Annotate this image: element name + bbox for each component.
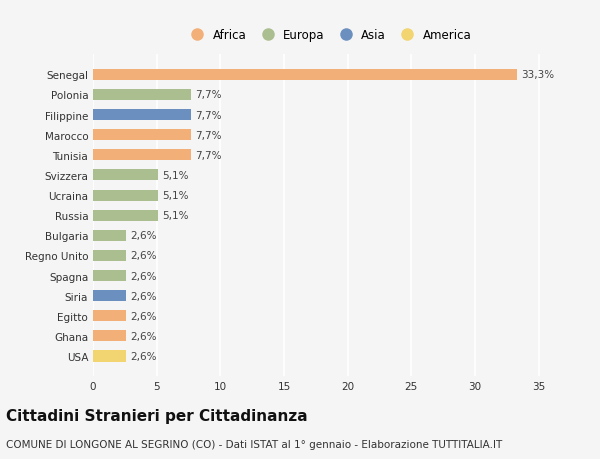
Bar [93,170,158,181]
Bar [93,351,126,362]
Text: 2,6%: 2,6% [130,291,157,301]
Bar [93,70,517,81]
Text: 33,3%: 33,3% [521,70,554,80]
Bar [93,311,126,322]
Bar [93,130,191,141]
Text: 7,7%: 7,7% [195,90,221,100]
Text: Cittadini Stranieri per Cittadinanza: Cittadini Stranieri per Cittadinanza [6,408,308,423]
Text: 2,6%: 2,6% [130,351,157,361]
Text: 7,7%: 7,7% [195,110,221,120]
Text: COMUNE DI LONGONE AL SEGRINO (CO) - Dati ISTAT al 1° gennaio - Elaborazione TUTT: COMUNE DI LONGONE AL SEGRINO (CO) - Dati… [6,440,502,449]
Text: 7,7%: 7,7% [195,130,221,140]
Text: 2,6%: 2,6% [130,311,157,321]
Bar [93,90,191,101]
Bar [93,190,158,201]
Text: 5,1%: 5,1% [162,211,188,221]
Bar [93,150,191,161]
Bar [93,210,158,221]
Bar [93,291,126,302]
Text: 5,1%: 5,1% [162,190,188,201]
Text: 7,7%: 7,7% [195,151,221,161]
Text: 2,6%: 2,6% [130,231,157,241]
Text: 2,6%: 2,6% [130,331,157,341]
Bar [93,250,126,262]
Bar [93,270,126,281]
Text: 2,6%: 2,6% [130,271,157,281]
Bar [93,230,126,241]
Bar [93,110,191,121]
Bar [93,330,126,341]
Text: 2,6%: 2,6% [130,251,157,261]
Text: 5,1%: 5,1% [162,171,188,180]
Legend: Africa, Europa, Asia, America: Africa, Europa, Asia, America [185,29,472,42]
